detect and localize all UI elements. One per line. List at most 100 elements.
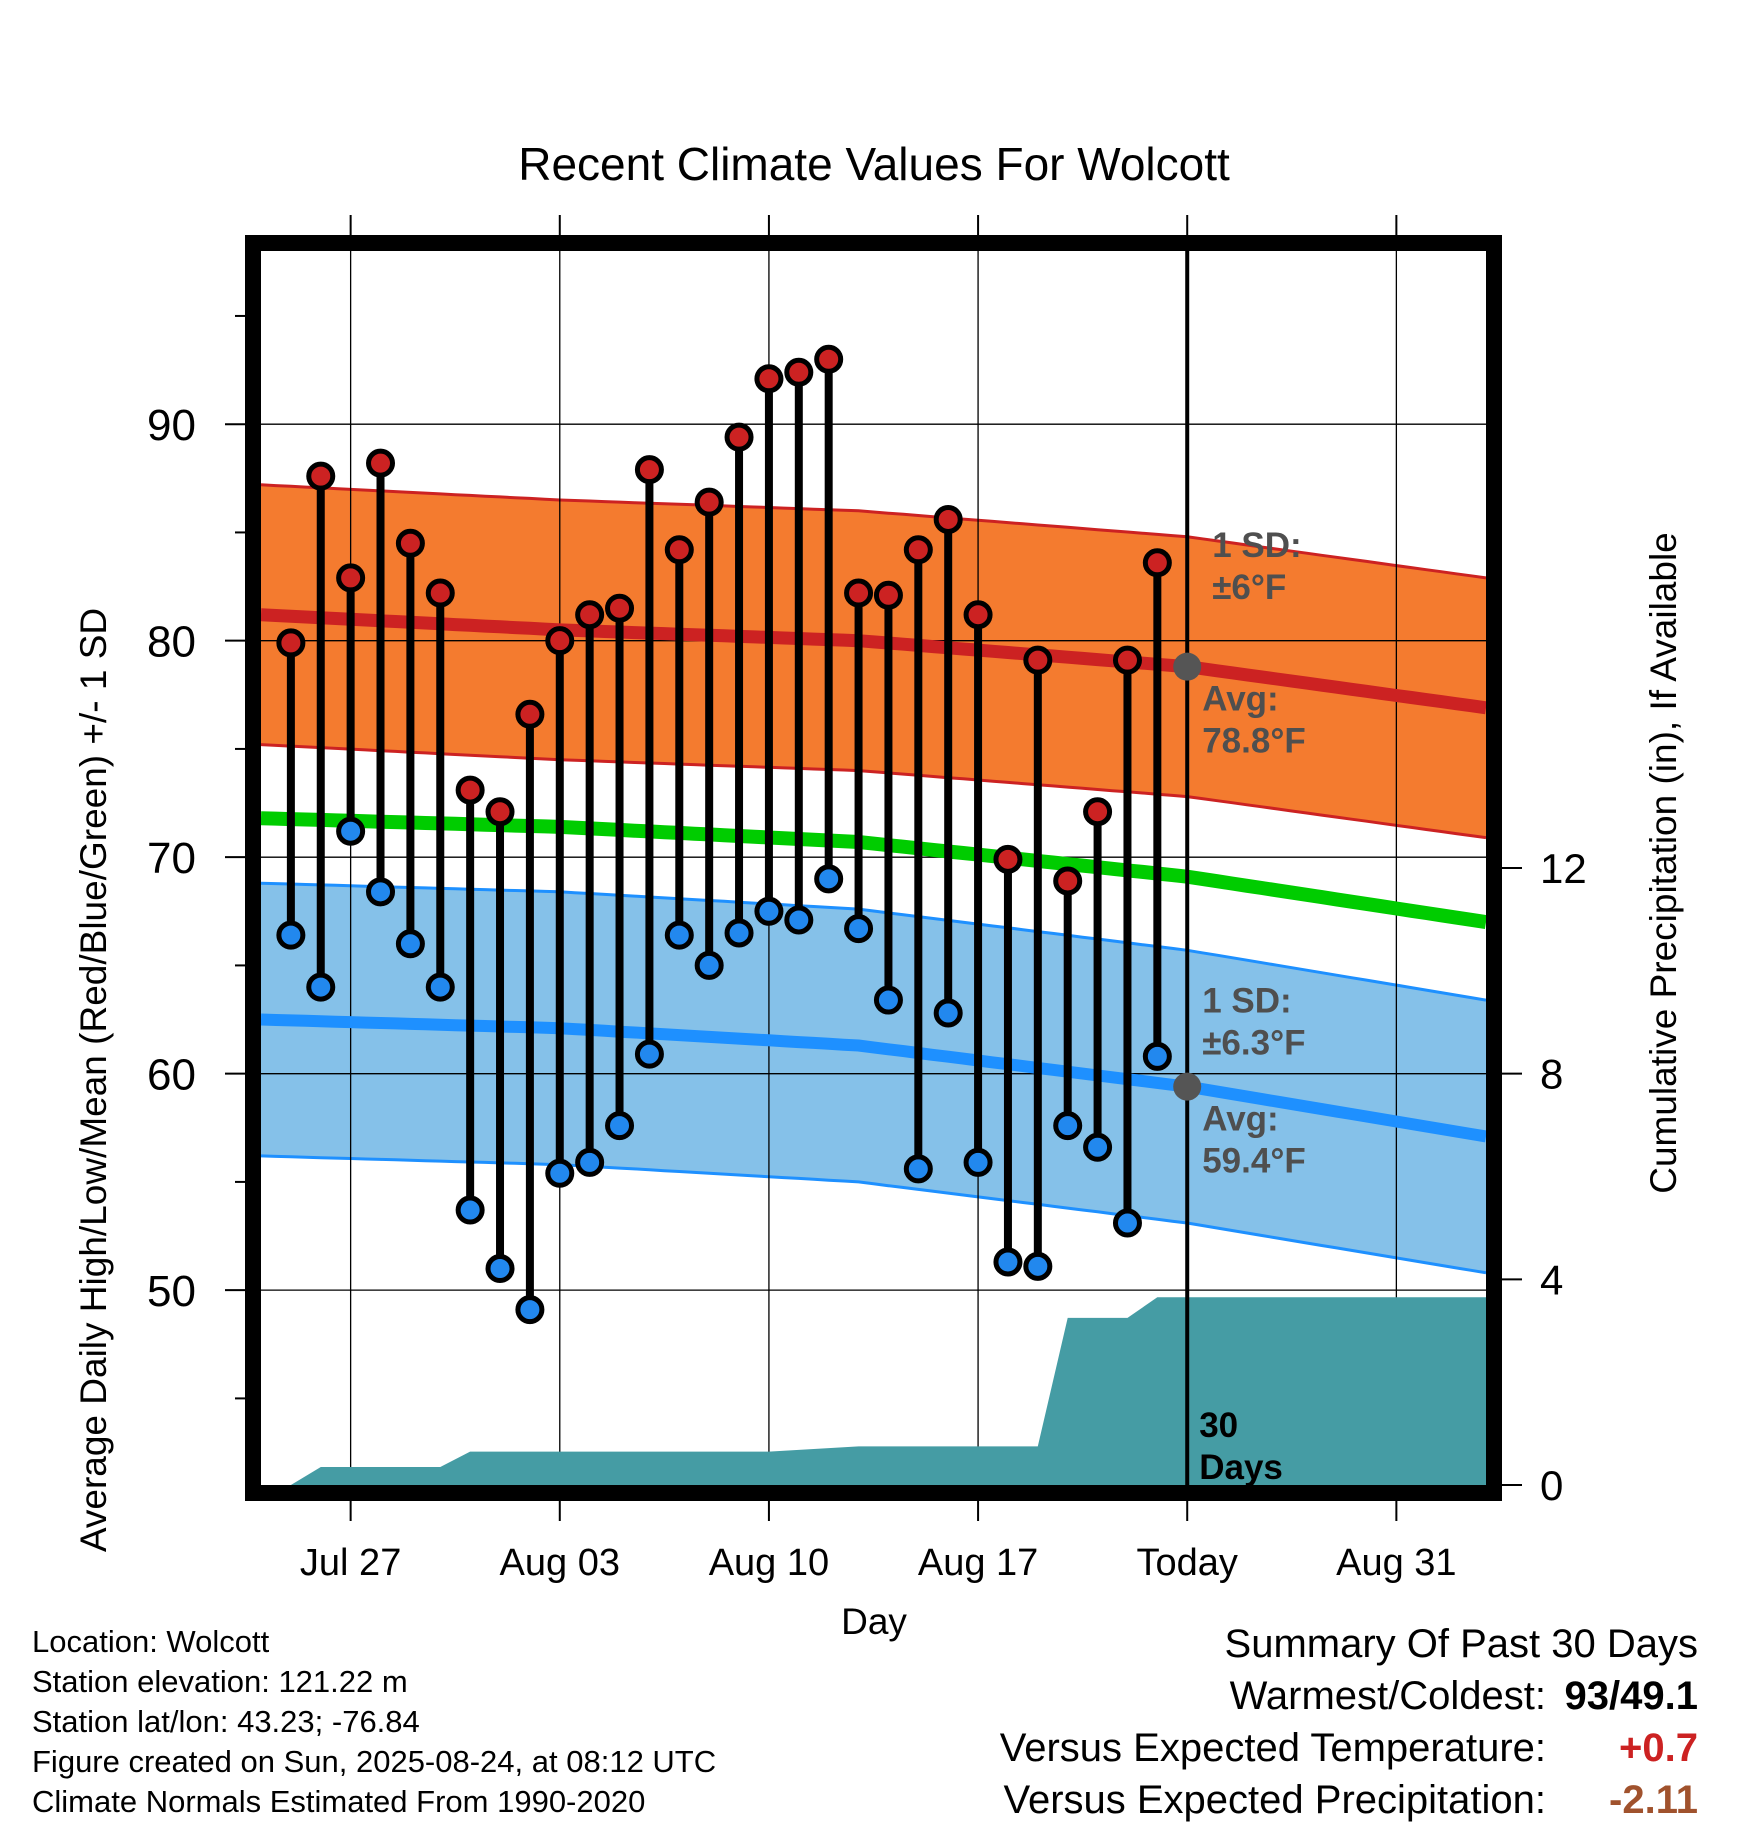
daily-high-point [485, 797, 515, 827]
daily-high-point [754, 364, 784, 394]
temp-diff-value: +0.7 [1619, 1726, 1698, 1770]
high-sd-band [261, 484, 1486, 838]
precip-days-unit: Days [1199, 1448, 1283, 1487]
daily-low-point [1112, 1208, 1142, 1238]
y-axis-label: Average Daily High/Low/Mean (Red/Blue/Gr… [73, 608, 114, 1552]
y2-tick-label: 12 [1540, 845, 1587, 892]
y2-axis-label: Cumulative Precipitation (in), If Availa… [1643, 532, 1684, 1194]
high-sd-upper-edge [261, 483, 1486, 580]
daily-high-point [1053, 866, 1083, 896]
daily-high-point [515, 699, 545, 729]
summary-title: Summary Of Past 30 Days [1224, 1622, 1698, 1666]
low-sd-value: ±6.3°F [1202, 1023, 1305, 1062]
daily-low-point [963, 1147, 993, 1177]
daily-low-point [844, 914, 874, 944]
daily-high-point [784, 357, 814, 387]
chart-title: Recent Climate Values For Wolcott [518, 138, 1230, 190]
latlon-text: Station lat/lon: 43.23; -76.84 [32, 1704, 420, 1739]
daily-low-point [903, 1154, 933, 1184]
precip-diff-value: -2.11 [1609, 1778, 1698, 1822]
daily-low-point [276, 920, 306, 950]
low-sd-band [261, 883, 1486, 1273]
daily-high-point [455, 775, 485, 805]
daily-high-point [1112, 645, 1142, 675]
daily-low-point [754, 896, 784, 926]
avg-mean-line [261, 811, 1486, 930]
low-avg-label: Avg: [1202, 1100, 1278, 1139]
y-tick-label: 90 [147, 401, 196, 450]
precip-diff-label: Versus Expected Precipitation: [1003, 1778, 1546, 1822]
daily-low-point [395, 929, 425, 959]
daily-low-point [1083, 1132, 1113, 1162]
low-avg-value: 59.4°F [1202, 1142, 1306, 1181]
y-tick-label: 70 [147, 834, 196, 883]
x-tick-label: Jul 27 [300, 1542, 401, 1584]
today-avg-high-marker [1173, 652, 1202, 681]
daily-high-point [575, 600, 605, 630]
station-metadata: Location: Wolcott Station elevation: 121… [32, 1622, 716, 1822]
daily-high-point [694, 487, 724, 517]
precip-days-label: 30 [1199, 1406, 1238, 1445]
daily-high-point [933, 504, 963, 534]
normals-text: Climate Normals Estimated From 1990-2020 [32, 1784, 646, 1819]
daily-low-point [605, 1111, 635, 1141]
x-tick-label: Aug 31 [1336, 1542, 1456, 1584]
summary-title-row: Summary Of Past 30 Days [1000, 1618, 1698, 1670]
daily-low-point [366, 877, 396, 907]
x-tick-label: Aug 03 [500, 1542, 620, 1584]
daily-low-point [1053, 1111, 1083, 1141]
warm-cold-label: Warmest/Coldest: [1229, 1674, 1546, 1718]
avg-low-line [261, 1013, 1486, 1143]
daily-low-point [694, 950, 724, 980]
high-sd-lower-edge [261, 743, 1486, 840]
daily-low-point [575, 1147, 605, 1177]
daily-low-point [634, 1039, 664, 1069]
summary-panel: Summary Of Past 30 Days Warmest/Coldest:… [1000, 1618, 1698, 1826]
daily-high-point [963, 600, 993, 630]
daily-high-point [1142, 548, 1172, 578]
x-tick-label: Aug 10 [709, 1542, 829, 1584]
plot-frame [245, 235, 1502, 1501]
daily-low-point [784, 905, 814, 935]
high-avg-label: Avg: [1202, 680, 1278, 719]
daily-low-point [664, 920, 694, 950]
x-tick-label: Aug 17 [918, 1542, 1038, 1584]
elevation-text: Station elevation: 121.22 m [32, 1664, 408, 1699]
daily-low-point [724, 918, 754, 948]
daily-high-point [605, 593, 635, 623]
location-text: Location: Wolcott [32, 1624, 270, 1659]
today-avg-low-marker [1173, 1072, 1202, 1101]
y-tick-label: 60 [147, 1051, 196, 1100]
y-tick-label: 50 [147, 1267, 196, 1316]
low-sd-lower-edge [261, 1154, 1486, 1275]
daily-high-point [306, 461, 336, 491]
y-tick-label: 80 [147, 618, 196, 667]
precip-area [261, 1297, 1486, 1485]
daily-high-point [336, 563, 366, 593]
daily-low-point [306, 972, 336, 1002]
daily-low-point [545, 1158, 575, 1188]
daily-high-point [903, 535, 933, 565]
daily-high-point [993, 844, 1023, 874]
daily-high-point [545, 626, 575, 656]
temp-diff-label: Versus Expected Temperature: [999, 1726, 1546, 1770]
low-sd-label: 1 SD: [1202, 981, 1291, 1020]
daily-low-point [873, 985, 903, 1015]
summary-temp-row: Versus Expected Temperature: +0.7 [1000, 1722, 1698, 1774]
summary-precip-row: Versus Expected Precipitation: -2.11 [1000, 1774, 1698, 1826]
high-avg-value: 78.8°F [1202, 722, 1306, 761]
daily-low-point [1142, 1041, 1172, 1071]
daily-high-point [814, 344, 844, 374]
high-sd-label: 1 SD: [1212, 526, 1301, 565]
high-sd-value: ±6°F [1212, 568, 1286, 607]
avg-high-line [261, 608, 1486, 715]
y2-tick-label: 0 [1540, 1462, 1563, 1509]
daily-low-point [455, 1195, 485, 1225]
x-axis-label: Day [841, 1601, 907, 1642]
daily-high-point [724, 422, 754, 452]
daily-low-point [425, 972, 455, 1002]
low-sd-upper-edge [261, 881, 1486, 1002]
summary-warm-cold-row: Warmest/Coldest: 93/49.1 [1000, 1670, 1698, 1722]
